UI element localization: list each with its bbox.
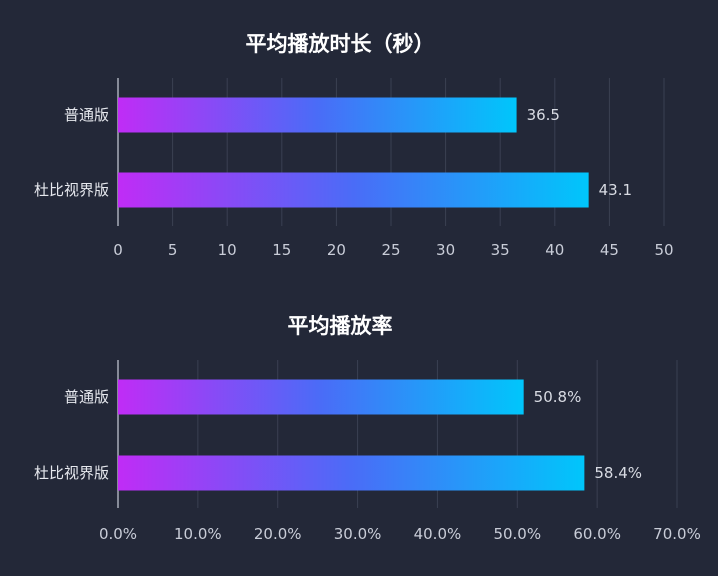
data-label: 50.8% [534,388,582,406]
bar [118,379,524,415]
x-tick-label: 5 [168,241,178,259]
x-tick-label: 10.0% [174,525,222,543]
x-tick-label: 20 [327,241,346,259]
x-tick-label: 30.0% [334,525,382,543]
x-tick-label: 50.0% [493,525,541,543]
x-tick-label: 0.0% [99,525,137,543]
x-tick-label: 30 [436,241,455,259]
x-tick-label: 35 [491,241,510,259]
x-tick-label: 60.0% [573,525,621,543]
category-label: 普通版 [64,388,109,406]
x-tick-label: 15 [272,241,291,259]
bar [118,455,585,491]
x-tick-label: 45 [600,241,619,259]
x-tick-label: 40 [545,241,564,259]
x-tick-label: 20.0% [254,525,302,543]
bar [118,97,517,133]
category-label: 普通版 [64,106,109,124]
chart-2-title: 平均播放率 [288,314,393,338]
x-tick-label: 0 [113,241,123,259]
x-tick-label: 25 [381,241,400,259]
category-label: 杜比视界版 [34,464,109,482]
bar [118,172,589,208]
data-label: 36.5 [527,106,560,124]
data-label: 58.4% [594,464,642,482]
x-tick-label: 50 [654,241,673,259]
category-label: 杜比视界版 [34,181,109,199]
x-tick-label: 70.0% [653,525,701,543]
x-tick-label: 10 [218,241,237,259]
chart-1-title: 平均播放时长（秒） [246,32,435,56]
x-tick-label: 40.0% [414,525,462,543]
data-label: 43.1 [599,181,632,199]
